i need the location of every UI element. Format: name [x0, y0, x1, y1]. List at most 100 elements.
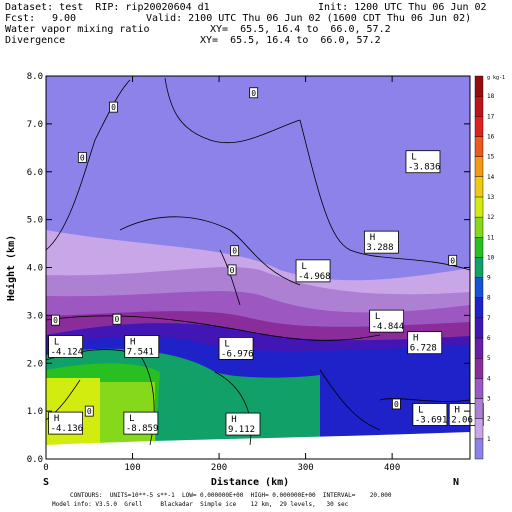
footer-contours: CONTOURS: UNITS=10**-5 s**-1 LOW= 0.0000… [70, 492, 392, 499]
extremum-value: 3.288 [366, 243, 393, 253]
y-tick-label: 0.0 [27, 455, 43, 465]
extremum-value: -4.124 [51, 348, 84, 358]
axis-layer: 0.0 1.0 2.0 3.0 4.0 5.0 6.0 7.0 8.0 0 100 200 300 400 [27, 72, 470, 473]
y-axis-label: Height (km) [5, 235, 17, 301]
contour-label-text: 0 [230, 266, 235, 275]
extremum-kind: L [129, 414, 134, 424]
colorbar-label: 14 [487, 174, 495, 181]
contour-label-text: 0 [80, 153, 85, 162]
colorbar-swatch [474, 116, 484, 137]
y-tick-label: 7.0 [27, 120, 43, 130]
low-marker: L-8.859 [123, 411, 158, 435]
contour-label: 0 [77, 151, 87, 163]
colorbar-label: 1 [487, 436, 491, 443]
extremum-value: -3.836 [408, 163, 441, 173]
contour-label-text: 0 [111, 103, 116, 112]
colorbar-swatch [474, 136, 484, 157]
extremum-value: -4.844 [372, 322, 405, 332]
high-marker: H-4.136 [48, 411, 84, 435]
contour-label: 0 [392, 398, 401, 410]
colorbar-label: 4 [487, 375, 491, 382]
colorbar-label: 17 [487, 113, 495, 120]
colorbar-label: 2 [487, 416, 491, 423]
contour-line [46, 315, 381, 341]
extremum-value: -6.976 [221, 349, 254, 359]
colorbar-swatch [474, 378, 484, 399]
high-marker: H2.06 [448, 403, 484, 426]
moisture-fill-layer [46, 76, 470, 459]
high-marker: H9.112 [225, 412, 261, 436]
low-marker: L-6.976 [218, 337, 254, 360]
y-tick-label: 3.0 [27, 311, 43, 321]
extremum-value: -4.968 [298, 272, 331, 282]
y-tick-label: 8.0 [27, 72, 43, 82]
contour-label: 0 [112, 313, 122, 325]
contour-label: 0 [51, 314, 60, 326]
colorbar-swatch [474, 216, 484, 238]
contour-label-text: 0 [115, 315, 120, 324]
fcst-value: 9.00 [52, 13, 77, 24]
colorbar-swatch [474, 176, 484, 198]
field1-name: Water vapor mixing ratio [5, 24, 150, 35]
x-tick-label: 200 [211, 463, 227, 473]
extremum-value: 9.112 [228, 425, 255, 435]
colorbar-swatch [474, 358, 484, 379]
contour-label-text: 0 [394, 400, 399, 409]
y-tick-label: 5.0 [27, 216, 43, 226]
orientation-left: S [43, 477, 49, 488]
contour-line [299, 119, 470, 271]
colorbar-label: 11 [487, 234, 495, 241]
colorbar-label: 16 [487, 133, 495, 140]
y-tick-label: 4.0 [27, 264, 43, 274]
colorbar-swatch [474, 317, 484, 339]
x-axis-label: Distance (km) [211, 476, 289, 488]
contour-line [119, 216, 301, 286]
extremum-kind: H [54, 414, 59, 424]
y-tick-label: 2.0 [27, 359, 43, 369]
contour-line [46, 79, 131, 251]
colorbar-label: 12 [487, 214, 495, 221]
footer-model: Model info: V3.5.0 Grell Blackadar Simpl… [52, 501, 349, 508]
colorbar-swatch [474, 95, 484, 117]
colorbar-swatch [474, 237, 484, 258]
x-tick-label: 100 [124, 463, 140, 473]
init-line: Init: 1200 UTC Thu 06 Jun 02 [318, 2, 487, 13]
contour-label-text: 0 [87, 407, 92, 416]
valid-line: Valid: 2100 UTC Thu 06 Jun 02 (1600 CDT … [146, 13, 472, 24]
contour-label: 0 [448, 254, 458, 266]
colorbar-swatch [474, 398, 484, 419]
extremum-value: -4.136 [51, 424, 84, 434]
contour-line [164, 77, 301, 144]
y-tick-label: 6.0 [27, 168, 43, 178]
x-tick-label: 400 [384, 463, 400, 473]
colorbar-swatch [474, 257, 484, 278]
contour-label-text: 0 [53, 316, 58, 325]
colorbar-label: 10 [487, 254, 495, 261]
colorbar-label: 15 [487, 154, 495, 161]
colorbar-swatch [474, 337, 484, 359]
terrain [46, 432, 470, 459]
colorbar-swatch [474, 196, 484, 218]
colorbar-label: 3 [487, 396, 491, 403]
contour-label-text: 0 [251, 89, 256, 98]
contour-label-text: 0 [450, 256, 455, 265]
contour-label: 0 [249, 87, 259, 99]
extremum-kind: H [413, 334, 418, 344]
colorbar-label: 18 [487, 93, 495, 100]
high-marker: H7.541 [124, 335, 160, 358]
x-tick-label: 300 [297, 463, 313, 473]
colorbar-swatch [474, 75, 484, 97]
x-tick-label: 0 [43, 463, 48, 473]
high-marker: H3.288 [364, 230, 399, 254]
colorbar-swatch [474, 438, 484, 460]
fcst-label: Fcst: [5, 13, 36, 24]
colorbar-label: 9 [487, 275, 491, 282]
colorbar-swatch [474, 156, 484, 177]
extremum-kind: L [224, 339, 229, 349]
contour-line [319, 369, 381, 431]
contour-label: 0 [109, 101, 118, 113]
extremum-value: 7.541 [127, 348, 154, 358]
contour-label-text: 0 [232, 247, 237, 256]
colorbar-label: 5 [487, 355, 491, 362]
